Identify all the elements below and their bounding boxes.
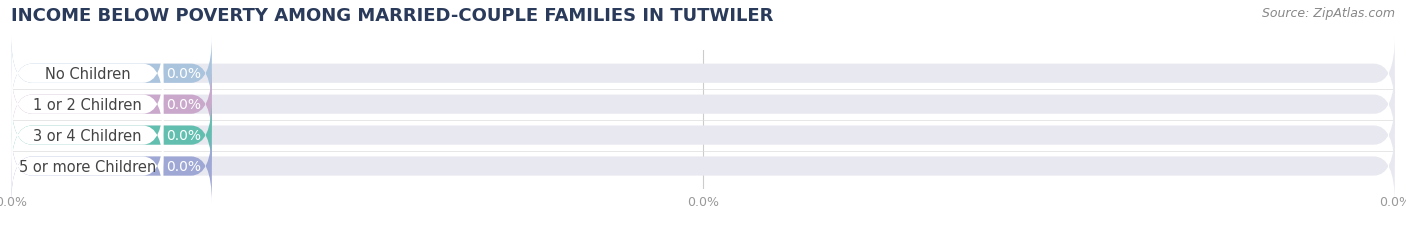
FancyBboxPatch shape (11, 99, 212, 172)
FancyBboxPatch shape (11, 130, 1395, 203)
Text: 0.0%: 0.0% (166, 159, 201, 173)
Text: 0.0%: 0.0% (166, 98, 201, 112)
Text: 0.0%: 0.0% (166, 128, 201, 143)
Text: No Children: No Children (45, 67, 131, 81)
FancyBboxPatch shape (11, 37, 1395, 111)
FancyBboxPatch shape (11, 68, 163, 141)
FancyBboxPatch shape (11, 37, 212, 111)
Text: 1 or 2 Children: 1 or 2 Children (32, 97, 142, 112)
Text: 5 or more Children: 5 or more Children (18, 159, 156, 174)
FancyBboxPatch shape (11, 68, 1395, 141)
Text: Source: ZipAtlas.com: Source: ZipAtlas.com (1261, 7, 1395, 20)
Text: 3 or 4 Children: 3 or 4 Children (34, 128, 142, 143)
FancyBboxPatch shape (11, 130, 212, 203)
FancyBboxPatch shape (11, 99, 1395, 172)
Text: 0.0%: 0.0% (166, 67, 201, 81)
FancyBboxPatch shape (11, 37, 163, 111)
FancyBboxPatch shape (11, 68, 212, 141)
Text: INCOME BELOW POVERTY AMONG MARRIED-COUPLE FAMILIES IN TUTWILER: INCOME BELOW POVERTY AMONG MARRIED-COUPL… (11, 7, 773, 25)
FancyBboxPatch shape (11, 99, 163, 172)
FancyBboxPatch shape (11, 130, 163, 203)
